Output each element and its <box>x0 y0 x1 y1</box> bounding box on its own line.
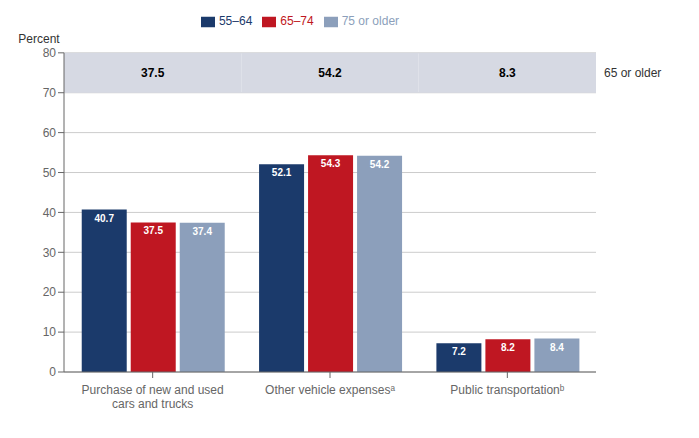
svg-text:54.2: 54.2 <box>370 159 390 170</box>
svg-text:20: 20 <box>43 285 57 299</box>
svg-text:37.5: 37.5 <box>141 66 165 80</box>
svg-text:52.1: 52.1 <box>272 167 292 178</box>
svg-text:8.4: 8.4 <box>550 342 564 353</box>
html-text:55–64: 55–64 <box>218 14 253 28</box>
svg-text:80: 80 <box>43 46 57 60</box>
svg-text:54.3: 54.3 <box>321 158 341 169</box>
svg-text:54.2: 54.2 <box>318 66 342 80</box>
svg-text:Percent: Percent <box>18 32 60 46</box>
svg-text:37.4: 37.4 <box>192 226 212 237</box>
svg-text:7.2: 7.2 <box>452 346 466 357</box>
svg-text:50: 50 <box>43 166 57 180</box>
html-text:65–74: 65–74 <box>280 14 314 28</box>
svg-text:30: 30 <box>43 246 57 260</box>
svg-text:8.3: 8.3 <box>499 66 516 80</box>
svg-text:Purchase of new and usedcars a: Purchase of new and usedcars and trucks <box>82 383 224 411</box>
svg-text:8.2: 8.2 <box>501 342 515 353</box>
svg-text:70: 70 <box>43 86 57 100</box>
svg-text:0: 0 <box>49 365 56 379</box>
svg-text:Other vehicle expensesᵃ: Other vehicle expensesᵃ <box>265 383 395 397</box>
svg-text:10: 10 <box>43 325 57 339</box>
html-text:75 or older: 75 or older <box>341 14 400 28</box>
svg-text:37.5: 37.5 <box>143 225 163 236</box>
svg-text:Public transportationᵇ: Public transportationᵇ <box>450 383 564 397</box>
svg-text:65 or older: 65 or older <box>604 66 661 80</box>
svg-text:60: 60 <box>43 126 57 140</box>
svg-text:40: 40 <box>43 206 57 220</box>
svg-text:40.7: 40.7 <box>94 213 114 224</box>
